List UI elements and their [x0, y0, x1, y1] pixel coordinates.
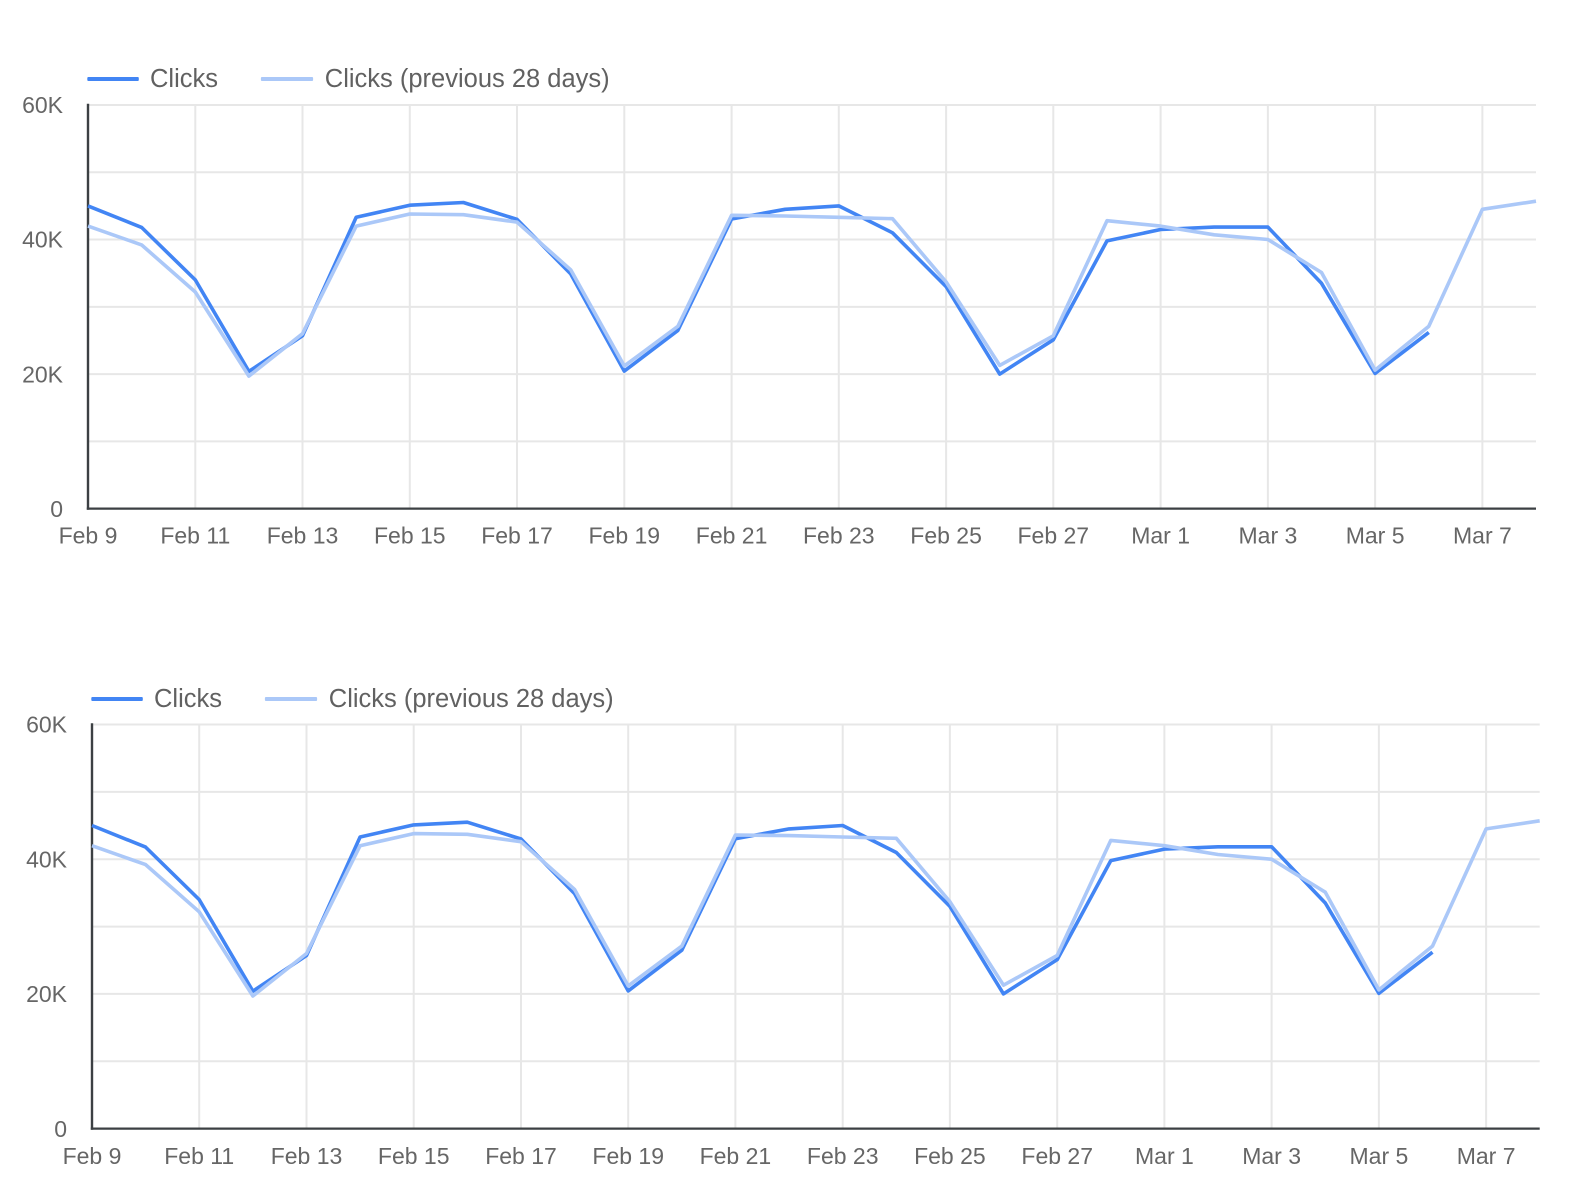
svg-text:Feb 19: Feb 19 [588, 522, 660, 548]
svg-text:Clicks (previous 28 days): Clicks (previous 28 days) [325, 65, 610, 93]
svg-text:Feb 11: Feb 11 [164, 1143, 234, 1169]
svg-text:Feb 27: Feb 27 [1021, 1143, 1093, 1169]
svg-text:Feb 17: Feb 17 [485, 1143, 557, 1169]
svg-text:40K: 40K [22, 227, 64, 253]
svg-text:0: 0 [54, 1116, 67, 1142]
svg-text:Mar 1: Mar 1 [1131, 522, 1190, 548]
svg-text:Feb 15: Feb 15 [378, 1143, 450, 1169]
svg-text:40K: 40K [26, 846, 68, 872]
svg-text:Feb 21: Feb 21 [696, 522, 768, 548]
svg-text:Feb 9: Feb 9 [59, 522, 118, 548]
svg-text:Clicks (previous 28 days): Clicks (previous 28 days) [329, 685, 614, 713]
svg-text:Feb 13: Feb 13 [267, 522, 339, 548]
svg-text:Mar 3: Mar 3 [1239, 522, 1298, 548]
svg-text:Mar 1: Mar 1 [1135, 1143, 1194, 1169]
svg-text:Feb 13: Feb 13 [271, 1143, 343, 1169]
svg-text:Mar 3: Mar 3 [1242, 1143, 1301, 1169]
svg-text:Feb 19: Feb 19 [592, 1143, 664, 1169]
svg-text:Feb 21: Feb 21 [700, 1143, 772, 1169]
svg-text:Feb 23: Feb 23 [807, 1143, 879, 1169]
svg-text:Feb 9: Feb 9 [63, 1143, 122, 1169]
svg-text:Feb 23: Feb 23 [803, 522, 875, 548]
svg-text:Mar 7: Mar 7 [1457, 1143, 1516, 1169]
svg-text:Feb 25: Feb 25 [914, 1143, 986, 1169]
svg-text:Feb 15: Feb 15 [374, 522, 446, 548]
svg-text:0: 0 [50, 496, 63, 522]
svg-text:Feb 17: Feb 17 [481, 522, 553, 548]
svg-text:Mar 7: Mar 7 [1453, 522, 1512, 548]
svg-text:Mar 5: Mar 5 [1350, 1143, 1409, 1169]
svg-text:Feb 27: Feb 27 [1017, 522, 1089, 548]
svg-text:Clicks: Clicks [154, 685, 222, 713]
svg-text:20K: 20K [26, 981, 68, 1007]
svg-text:Feb 25: Feb 25 [910, 522, 982, 548]
svg-text:60K: 60K [26, 712, 68, 738]
svg-text:20K: 20K [22, 361, 64, 387]
svg-text:Clicks: Clicks [150, 65, 218, 93]
svg-text:Feb 11: Feb 11 [160, 522, 230, 548]
svg-text:Mar 5: Mar 5 [1346, 522, 1405, 548]
svg-text:60K: 60K [22, 92, 64, 118]
